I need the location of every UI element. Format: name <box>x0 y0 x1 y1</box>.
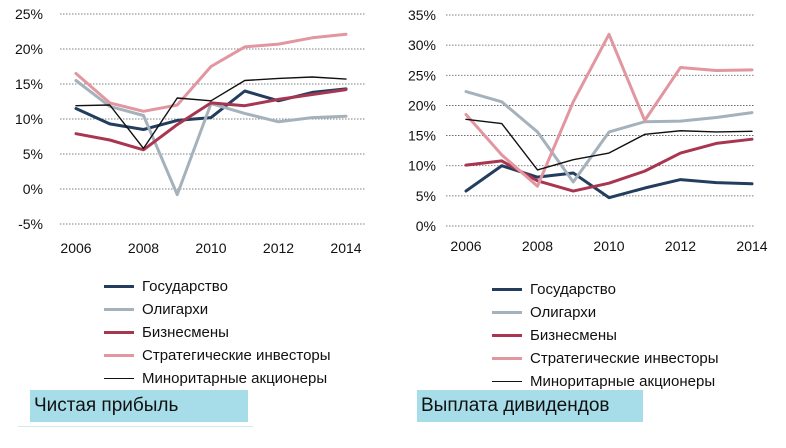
dividend-payout-series-line-5 <box>465 118 753 171</box>
dividend-payout-y-tick-label: 10% <box>408 158 436 174</box>
net-profit-legend-swatch <box>104 353 134 357</box>
net-profit-x-tick-label: 2014 <box>330 240 361 256</box>
dividend-payout-legend-item: Олигархи <box>492 302 596 322</box>
net-profit-legend-item: Бизнесмены <box>104 322 229 342</box>
net-profit-y-tick-label: 20% <box>15 41 43 57</box>
net-profit-legend-item: Миноритарные акционеры <box>104 368 327 388</box>
dividend-payout-y-tick-label: 35% <box>408 7 436 23</box>
net-profit-legend-item: Государство <box>104 276 228 296</box>
dividend-payout-x-tick-label: 2008 <box>522 238 553 254</box>
net-profit-legend-swatch <box>104 377 134 379</box>
dividend-payout-legend-label: Миноритарные акционеры <box>530 372 716 390</box>
dividend-payout-y-tick-label: 5% <box>416 188 436 204</box>
dividend-payout-y-tick-label: 25% <box>408 67 436 83</box>
dividend-payout-y-tick-label: 20% <box>408 97 436 113</box>
dividend-payout-x-tick-label: 2014 <box>736 238 767 254</box>
net-profit-series-line-3 <box>74 88 348 152</box>
dividend-payout-legend-swatch <box>492 356 522 360</box>
net-profit-x-tick-label: 2012 <box>263 240 294 256</box>
dividend-payout-x-tick-label: 2006 <box>450 238 481 254</box>
dividend-payout-legend-item: Бизнесмены <box>492 325 617 345</box>
dividend-payout-y-tick-label: 15% <box>408 128 436 144</box>
net-profit-x-tick-label: 2008 <box>128 240 159 256</box>
net-profit-y-tick-label: 25% <box>15 6 43 22</box>
dividend-payout-x-tick-label: 2012 <box>665 238 696 254</box>
dividend-payout-series-line-1 <box>464 164 754 200</box>
net-profit-legend-label: Олигархи <box>142 300 209 318</box>
net-profit-series-line-4 <box>74 32 348 113</box>
dividend-payout-legend-item: Миноритарные акционеры <box>492 371 715 391</box>
dividend-payout-legend-swatch <box>492 287 522 291</box>
dividend-payout-y-tick-label: 0% <box>416 218 436 234</box>
dividend-payout-y-tick-label: 30% <box>408 37 436 53</box>
net-profit-legend-swatch <box>104 284 134 288</box>
net-profit-legend-label: Стратегические инвесторы <box>142 346 331 364</box>
net-profit-y-tick-label: -5% <box>18 216 43 232</box>
net-profit-legend-swatch <box>104 330 134 334</box>
dividend-payout-legend-label: Олигархи <box>530 303 597 321</box>
net-profit-caption: Чистая прибыль <box>30 390 248 422</box>
dividend-payout-series-line-2 <box>464 90 754 184</box>
net-profit-x-tick-label: 2010 <box>195 240 226 256</box>
dividend-payout-series-line-3 <box>464 137 754 193</box>
dividend-payout-series-line-4 <box>464 32 754 188</box>
net-profit-legend-label: Миноритарные акционеры <box>142 369 328 387</box>
dividend-payout-legend-swatch <box>492 310 522 314</box>
net-profit-legend-item: Олигархи <box>104 299 208 319</box>
net-profit-legend-item: Стратегические инвесторы <box>104 345 331 365</box>
net-profit-legend-label: Бизнесмены <box>142 323 229 341</box>
dividend-payout-legend-swatch <box>492 333 522 337</box>
dividend-payout-chart: 35% 30% 25% 20% 15% 10% 5% 0% 2006 2008 2010 2012 20… <box>408 7 768 254</box>
dividend-payout-legend-item: Стратегические инвесторы <box>492 348 719 368</box>
net-profit-series-line-5 <box>75 76 347 150</box>
net-profit-caption-rule <box>18 426 253 427</box>
net-profit-y-tick-label: 5% <box>23 146 43 162</box>
dividend-payout-legend-label: Государство <box>530 280 616 298</box>
net-profit-y-tick-label: 10% <box>15 111 43 127</box>
net-profit-chart: 25% 20% 15% 10% 5% 0% -5% 2006 2008 2010 2012 2014 <box>15 6 366 256</box>
dividend-payout-legend-swatch <box>492 380 522 382</box>
net-profit-legend-label: Государство <box>142 277 228 295</box>
net-profit-y-tick-label: 15% <box>15 76 43 92</box>
dividend-payout-legend-label: Бизнесмены <box>530 326 617 344</box>
dividend-payout-caption: Выплата дивидендов <box>417 390 643 422</box>
net-profit-legend-swatch <box>104 307 134 311</box>
net-profit-series-line-2 <box>74 79 348 197</box>
net-profit-x-tick-label: 2006 <box>60 240 91 256</box>
dividend-payout-legend-item: Государство <box>492 279 616 299</box>
dividend-payout-legend-label: Стратегические инвесторы <box>530 349 719 367</box>
net-profit-y-tick-label: 0% <box>23 181 43 197</box>
dividend-payout-x-tick-label: 2010 <box>593 238 624 254</box>
